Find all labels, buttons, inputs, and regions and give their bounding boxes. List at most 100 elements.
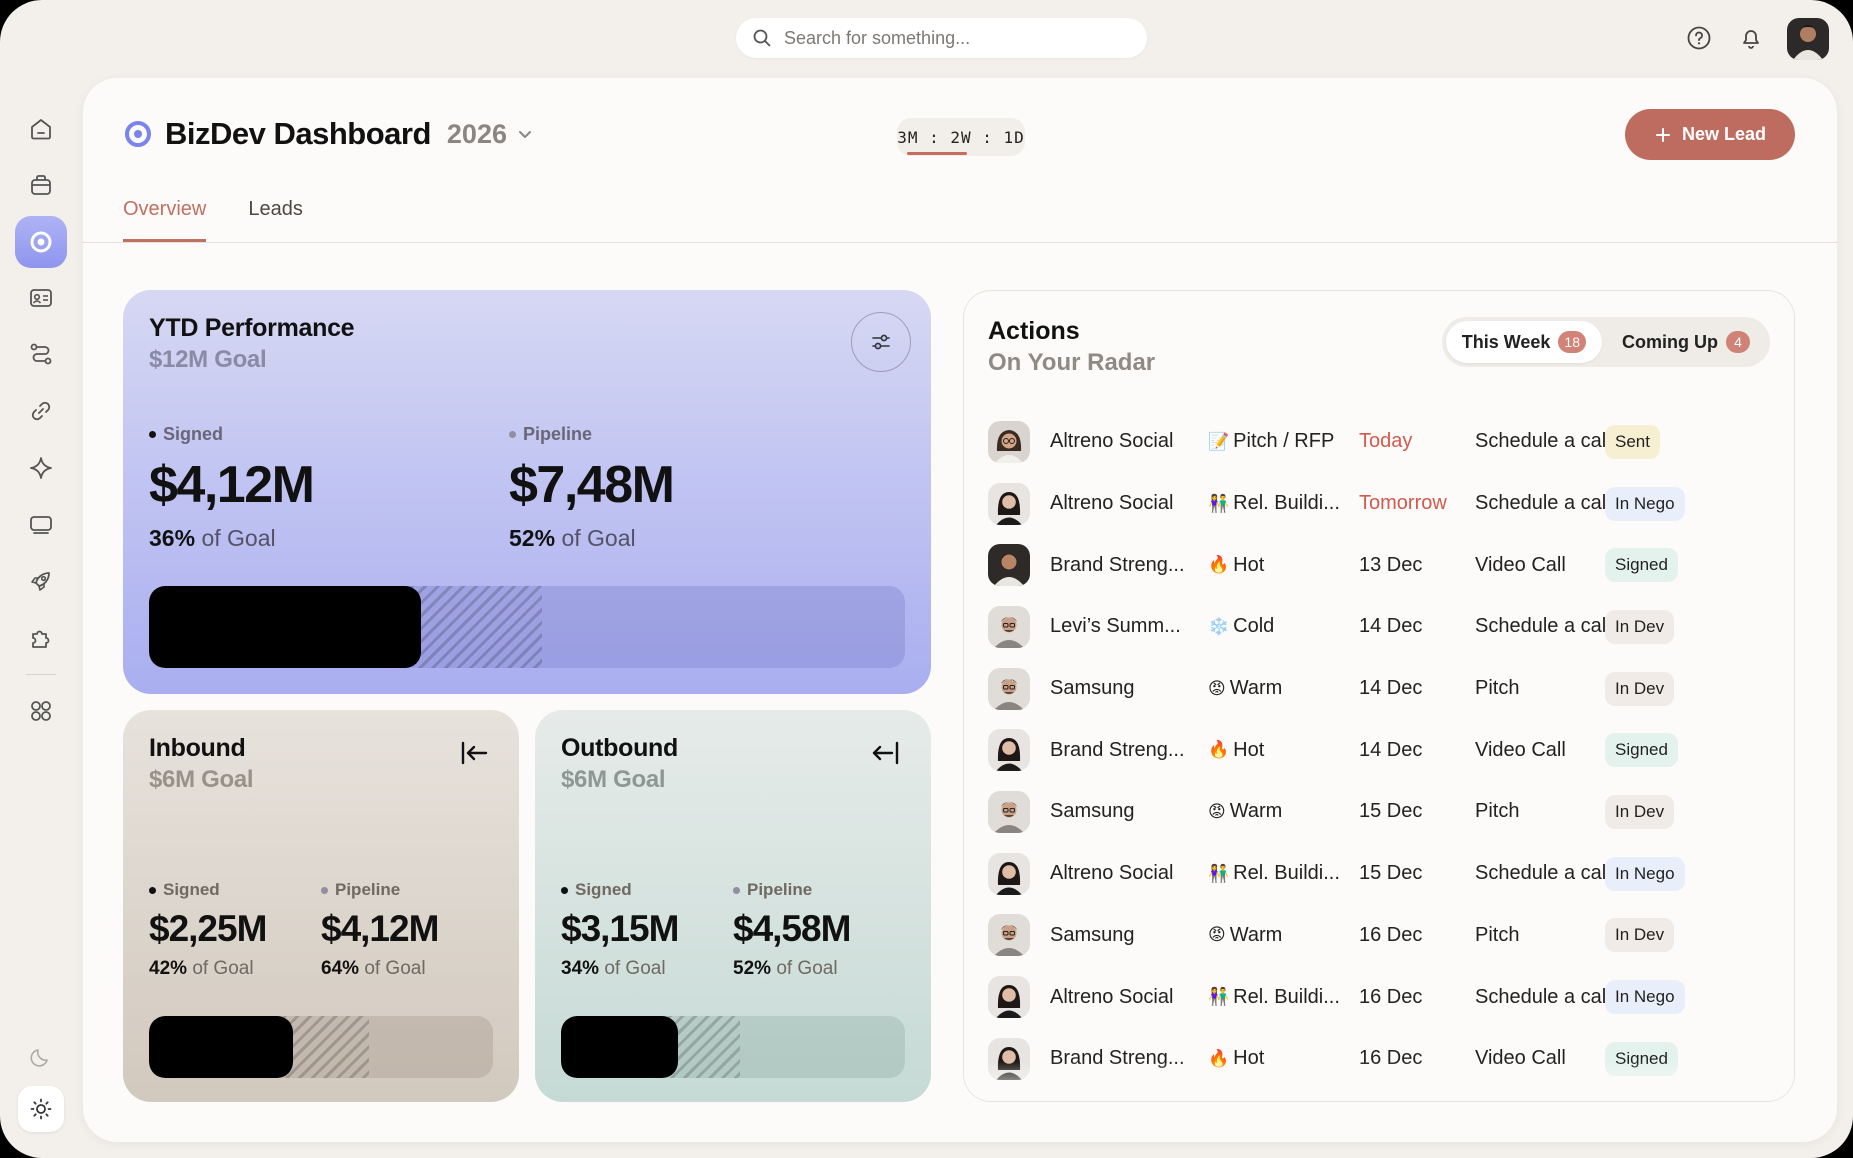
arrow-left-to-bar-icon[interactable] (871, 738, 901, 768)
tag-label: Cold (1233, 615, 1275, 638)
tab-overview[interactable]: Overview (123, 198, 207, 242)
status-badge: In Nego (1605, 980, 1685, 1015)
action-date: 15 Dec (1359, 800, 1423, 823)
tag-label: Warm (1229, 677, 1283, 700)
route-icon[interactable] (24, 337, 58, 371)
status-badge: Signed (1605, 733, 1678, 768)
outbound-progress-bar (561, 1016, 905, 1078)
action-date: 16 Dec (1359, 923, 1423, 946)
stat-label: Signed (163, 880, 220, 899)
rocket-icon[interactable] (24, 564, 58, 598)
sparkle-icon[interactable] (24, 451, 58, 485)
home-icon[interactable] (24, 112, 58, 146)
action-date: 14 Dec (1359, 677, 1423, 700)
action-row[interactable]: Samsung 😡 Warm 15 Dec Pitch In Dev (988, 781, 1778, 843)
lead-tag: 😡 Warm (1208, 800, 1282, 823)
action-type: Pitch (1475, 677, 1520, 700)
action-date: Tomorrow (1359, 492, 1447, 515)
contact-avatar (988, 914, 1030, 957)
moon-icon[interactable] (24, 1040, 58, 1074)
action-row[interactable]: Altreno Social 👫 Rel. Buildi... Tomorrow Sch… (988, 473, 1778, 535)
status-badge: Signed (1605, 548, 1678, 583)
search-placeholder: Search for something... (784, 27, 971, 48)
tag-label: Rel. Buildi... (1233, 985, 1340, 1008)
lead-tag: 😡 Warm (1208, 677, 1282, 700)
action-type: Schedule a call (1475, 615, 1611, 638)
tab-coming-up[interactable]: Coming Up 4 (1606, 321, 1766, 363)
signed-stat: Signed $3,15M 34% of Goal (561, 880, 679, 980)
lead-tag: 🔥 Hot (1208, 739, 1264, 762)
action-row[interactable]: Brand Streng... 🔥 Hot 13 Dec Video Call Signe… (988, 534, 1778, 596)
tag-emoji-icon: 🔥 (1208, 740, 1230, 760)
timer-progress (907, 152, 967, 155)
arrow-to-left-icon[interactable] (459, 738, 489, 768)
card-goal: $6M Goal (561, 766, 666, 793)
tag-label: Pitch / RFP (1233, 430, 1335, 453)
action-row[interactable]: Levi’s Summ... ❄️ Cold 14 Dec Schedule a cal… (988, 596, 1778, 658)
search-icon (753, 29, 771, 47)
status-badge: In Dev (1605, 609, 1675, 644)
ytd-progress-bar (149, 586, 905, 668)
lead-name: Altreno Social (1050, 430, 1174, 453)
lead-tag: 📝 Pitch / RFP (1208, 430, 1334, 453)
briefcase-icon[interactable] (24, 168, 58, 202)
action-row[interactable]: Altreno Social 👫 Rel. Buildi... 15 Dec Sched… (988, 843, 1778, 905)
target-logo-icon (125, 121, 151, 147)
inbound-progress-bar (149, 1016, 493, 1078)
tag-label: Warm (1229, 923, 1283, 946)
contact-avatar (988, 544, 1030, 587)
signed-progress (561, 1016, 678, 1078)
search-input[interactable]: Search for something... (736, 18, 1147, 58)
year-selector[interactable]: 2026 (446, 118, 507, 149)
status-badge: In Dev (1605, 671, 1675, 706)
signed-value: $2,25M (149, 908, 267, 949)
action-row[interactable]: Samsung 😡 Warm 16 Dec Pitch In Dev (988, 905, 1778, 967)
tag-emoji-icon: 😡 (1208, 925, 1226, 945)
tag-emoji-icon: ❄️ (1208, 616, 1230, 636)
action-row[interactable]: Altreno Social 👫 Rel. Buildi... 16 Dec Sched… (988, 966, 1778, 1028)
sun-icon[interactable] (18, 1086, 64, 1132)
chevron-down-icon[interactable] (517, 126, 533, 142)
pipeline-stat: Pipeline $4,58M 52% of Goal (733, 880, 851, 980)
tab-this-week[interactable]: This Week 18 (1445, 321, 1602, 363)
puzzle-icon[interactable] (24, 621, 58, 655)
user-avatar[interactable] (1787, 18, 1829, 60)
card-goal: $12M Goal (149, 346, 267, 373)
stat-label: Signed (575, 880, 632, 899)
apps-grid-icon[interactable] (24, 694, 58, 728)
main-panel: BizDev Dashboard 2026 3M : 2W : 1D New L… (83, 78, 1837, 1142)
pipeline-pct: 64% (321, 958, 360, 979)
signed-progress (149, 1016, 294, 1078)
actions-subtitle: On Your Radar (988, 349, 1156, 376)
filter-button[interactable] (851, 312, 911, 372)
tag-emoji-icon: 🔥 (1208, 555, 1230, 575)
lead-tag: ❄️ Cold (1208, 615, 1274, 638)
tab-label: This Week (1461, 331, 1551, 352)
lead-name: Altreno Social (1050, 492, 1174, 515)
stack-icon[interactable] (24, 508, 58, 542)
contact-card-icon[interactable] (24, 281, 58, 315)
card-title: YTD Performance (149, 314, 355, 342)
help-icon[interactable] (1685, 24, 1713, 52)
new-lead-button[interactable]: New Lead (1625, 109, 1795, 160)
pipeline-pct: 52% (733, 958, 772, 979)
action-type: Video Call (1475, 553, 1566, 576)
link-icon[interactable] (24, 394, 58, 428)
target-icon[interactable] (15, 216, 67, 268)
of-goal-label: of Goal (364, 958, 426, 979)
action-row[interactable]: Altreno Social 📝 Pitch / RFP Today Schedule … (988, 411, 1778, 473)
action-date: 14 Dec (1359, 615, 1423, 638)
lead-name: Samsung (1050, 677, 1135, 700)
tab-leads[interactable]: Leads (248, 198, 303, 220)
actions-segmented-control: This Week 18 Coming Up 4 (1441, 317, 1770, 367)
action-row[interactable]: Samsung 😡 Warm 14 Dec Pitch In Dev (988, 658, 1778, 720)
action-type: Pitch (1475, 800, 1520, 823)
action-row[interactable]: Brand Streng... 🔥 Hot 14 Dec Video Call Signe… (988, 719, 1778, 781)
status-badge: Sent (1605, 424, 1660, 459)
pipeline-value: $4,12M (321, 908, 439, 949)
actions-list: Altreno Social 📝 Pitch / RFP Today Schedule … (988, 411, 1778, 1090)
bell-icon[interactable] (1737, 24, 1765, 52)
lead-tag: 👫 Rel. Buildi... (1208, 492, 1340, 515)
action-type: Schedule a call (1475, 492, 1611, 515)
